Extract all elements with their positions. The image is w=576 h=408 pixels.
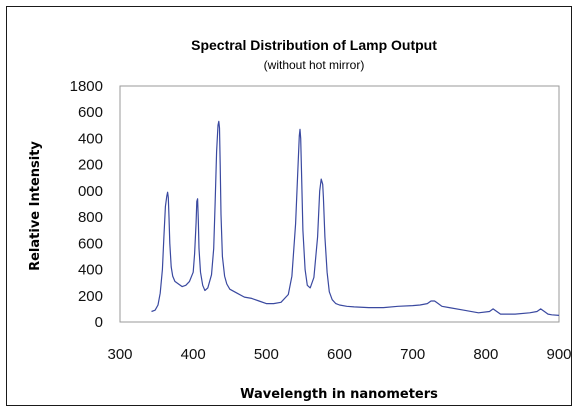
x-tick-label: 400 xyxy=(181,346,206,363)
plot-area xyxy=(119,85,560,323)
x-tick-labels: 300 400 500 600 700 800 900 xyxy=(107,346,571,363)
y-tick-label: 200 xyxy=(78,157,103,174)
y-tick-label: 800 xyxy=(78,209,103,226)
x-tick-label: 500 xyxy=(254,346,279,363)
y-tick-label: 000 xyxy=(78,183,103,200)
y-axis-title: Relative Intensity xyxy=(28,141,43,271)
y-tick-label: 0 xyxy=(95,314,103,331)
y-tick-label: 600 xyxy=(78,235,103,252)
y-tick-label: 400 xyxy=(78,262,103,279)
chart-subtitle: (without hot mirror) xyxy=(263,58,365,72)
y-tick-label: 600 xyxy=(78,104,103,121)
y-tick-label: 1800 xyxy=(70,78,103,95)
y-tick-labels: 0 200 400 600 800 000 200 400 600 1800 xyxy=(70,78,103,331)
x-tick-label: 700 xyxy=(400,346,425,363)
y-tick-label: 200 xyxy=(78,288,103,305)
chart-title: Spectral Distribution of Lamp Output xyxy=(191,37,437,53)
x-tick-label: 300 xyxy=(107,346,132,363)
x-tick-label: 900 xyxy=(546,346,571,363)
x-tick-label: 600 xyxy=(327,346,352,363)
y-tick-label: 400 xyxy=(78,130,103,147)
x-axis-title: Wavelength in nanometers xyxy=(240,387,438,402)
series-line-relative-intensity xyxy=(151,120,560,316)
x-tick-label: 800 xyxy=(473,346,498,363)
